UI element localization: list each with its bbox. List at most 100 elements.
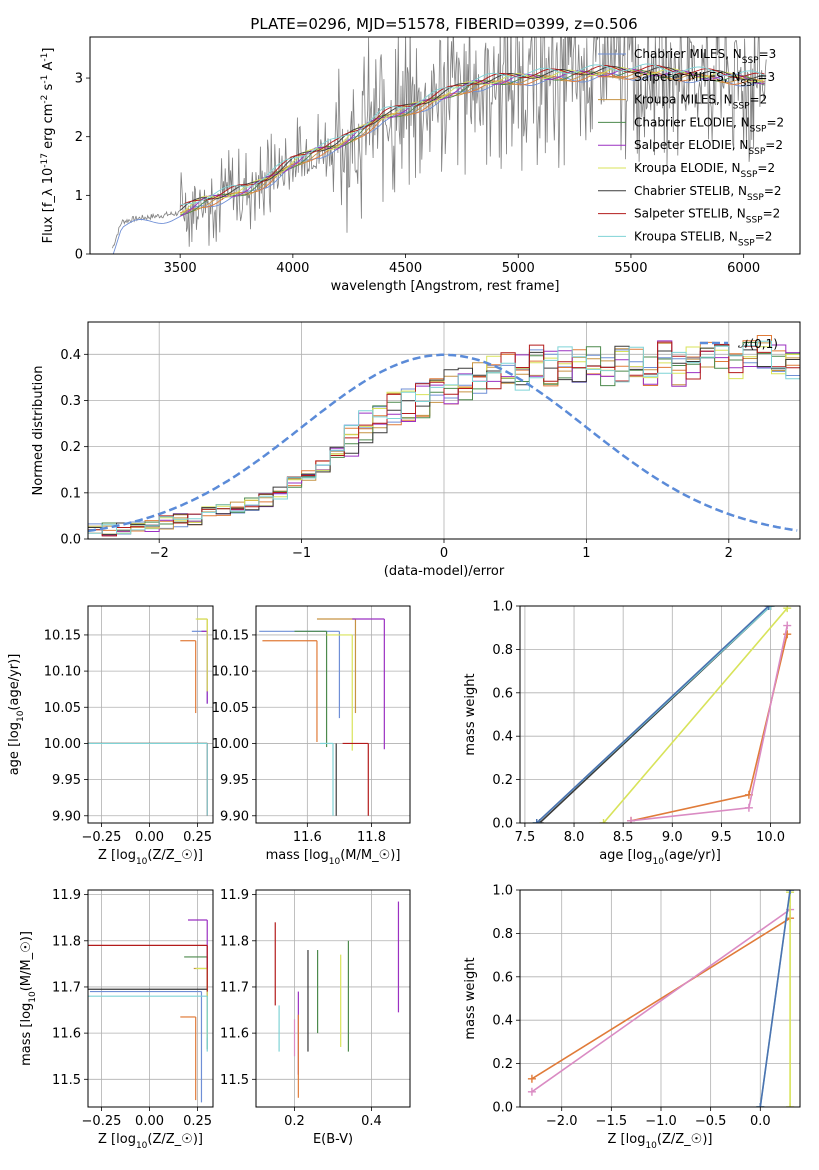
y-tick-label: 9.95 (52, 773, 81, 788)
x-tick-label: 3500 (164, 261, 197, 276)
x-tick-label: 0.25 (183, 1114, 212, 1129)
weight-marker (786, 1103, 795, 1107)
figure-title: PLATE=0296, MJD=51578, FIBERID=0399, z=0… (250, 15, 637, 33)
y-tick-label: 10.00 (44, 737, 81, 752)
y-tick-label: 0.6 (492, 970, 513, 985)
legend-entry: Kroupa ELODIE, NSSP=2 (634, 161, 775, 180)
model-spectrum-m_kroupa_stelib (180, 63, 765, 206)
model-spectrum-m_chabrier_miles (112, 72, 765, 254)
y-tick-label: 0.2 (492, 1057, 513, 1072)
y-tick-label: 0.8 (492, 927, 513, 942)
plot-area (259, 618, 385, 816)
legend-entry: 𝒩(0,1) (738, 337, 778, 351)
y-tick-label: 2 (75, 130, 83, 145)
y-axis-label: mass weight (463, 957, 478, 1039)
x-tick-label: 0.00 (135, 830, 164, 845)
y-tick-label: 3 (75, 72, 83, 87)
axes-massweight_vs_Z: −2.0 −1.5 −1.0 −0.5 0.0 0.0 0.2 0.4 0.6 0.8 1.0 Z [… (463, 884, 801, 1151)
y-tick-label: 10.10 (212, 665, 249, 680)
axes-massweight_vs_age: 7.5 8.0 8.5 9.0 9.5 10.0 0.0 0.2 0.4 0.6 0.8 1.0 age… (463, 600, 801, 867)
y-tick-label: 9.90 (220, 809, 249, 824)
y-tick-label: 11.5 (52, 1073, 81, 1088)
x-axis-label: Z [log10(Z/Z_☉)] (98, 848, 203, 867)
y-tick-label: 0.3 (60, 394, 81, 409)
y-tick-label: 11.6 (52, 1027, 81, 1042)
y-tick-label: 0.4 (492, 730, 513, 745)
axis-frame (255, 889, 411, 1108)
gaussian-curve (88, 353, 798, 533)
y-tick-label: 0.4 (492, 1014, 513, 1029)
legend-entry: Kroupa MILES, NSSP=2 (634, 93, 767, 112)
y-tick-label: 1.0 (492, 600, 513, 615)
axis-frame (87, 605, 214, 824)
y-axis-label: Normed distribution (31, 366, 46, 496)
weight-line-m_salpeter_miles (531, 917, 791, 1080)
plot-area (88, 335, 800, 537)
y-tick-label: 0.2 (60, 440, 81, 455)
y-tick-label: 10.00 (212, 737, 249, 752)
x-tick-label: −1.5 (596, 1114, 628, 1129)
plot-area (532, 606, 792, 823)
x-tick-label: −2 (150, 546, 169, 561)
histogram-m_salpeter_stelib (88, 341, 800, 537)
axes-mass_vs_Z: −0.25 0.00 0.25 11.5 11.6 11.7 11.8 11.9 Z [log1… (19, 888, 214, 1151)
weight-line-blue (536, 606, 770, 823)
weight-marker (599, 819, 608, 823)
x-tick-label: −0.25 (82, 1114, 122, 1129)
y-tick-label: 11.7 (52, 980, 81, 995)
y-tick-label: 10.10 (44, 665, 81, 680)
y-tick-label: 10.15 (44, 628, 81, 643)
axes-age_vs_Z: −0.25 0.00 0.25 9.90 9.95 10.00 10.05 10.10 10.1… (7, 605, 214, 867)
legend-entry: Kroupa STELIB, NSSP=2 (634, 229, 772, 248)
x-tick-label: 8.5 (613, 830, 634, 845)
y-tick-label: 0.8 (492, 643, 513, 658)
x-tick-label: 7.5 (515, 830, 536, 845)
x-tick-label: 1 (582, 546, 590, 561)
plot-area (527, 890, 795, 1107)
axes-spectrum: 3500 4000 4500 5000 5500 6000 0 1 2 3 wavelength [… (40, 36, 801, 294)
y-tick-label: 11.7 (220, 980, 249, 995)
axes-residuals: −2 −1 0 1 2 0.0 0.1 0.2 0.3 0.4 (data-model)/error… (31, 321, 801, 579)
weight-marker (527, 1074, 536, 1083)
weight-marker (627, 816, 636, 823)
x-tick-label: 0.0 (750, 1114, 771, 1129)
axis-frame (519, 605, 801, 824)
y-tick-label: 0.4 (60, 348, 81, 363)
weight-line-pink (630, 625, 788, 822)
x-tick-label: 2 (725, 546, 733, 561)
x-tick-label: 0.2 (284, 1114, 305, 1129)
weight-marker (764, 606, 773, 610)
y-tick-label: 9.90 (52, 809, 81, 824)
axis-frame (519, 889, 801, 1108)
x-axis-label: age [log10(age/yr)] (599, 848, 721, 867)
histogram-m_kroupa_stelib (88, 340, 800, 534)
x-tick-label: −2.0 (546, 1114, 578, 1129)
y-tick-label: 11.9 (220, 888, 249, 903)
y-tick-label: 0.2 (492, 773, 513, 788)
y-tick-label: 11.6 (220, 1027, 249, 1042)
x-axis-label: wavelength [Angstrom, rest frame] (331, 279, 560, 294)
y-tick-label: 0 (75, 248, 83, 263)
x-tick-label: −1 (292, 546, 311, 561)
x-tick-label: 4000 (276, 261, 309, 276)
x-tick-label: 10.0 (756, 830, 785, 845)
legend-entry: Salpeter ELODIE, NSSP=2 (634, 138, 783, 157)
plot-area (88, 618, 208, 816)
x-tick-label: 9.0 (662, 830, 683, 845)
y-tick-label: 1.0 (492, 884, 513, 899)
weight-marker (527, 1087, 536, 1096)
x-tick-label: 11.8 (357, 830, 386, 845)
x-tick-label: 0 (440, 546, 448, 561)
y-tick-label: 11.9 (52, 888, 81, 903)
weight-marker (786, 890, 795, 894)
y-tick-label: 1 (75, 189, 83, 204)
x-axis-label: mass [log10(M/M_☉)] (266, 848, 401, 867)
y-tick-label: 10.05 (212, 701, 249, 716)
y-tick-label: 10.05 (44, 701, 81, 716)
axes-age_vs_mass: 11.6 11.8 9.90 9.95 10.00 10.05 10.10 10.15 mass… (212, 605, 411, 867)
x-axis-label: Z [log10(Z/Z_☉)] (608, 1132, 713, 1151)
y-axis-label: age [log10(age/yr)] (7, 654, 26, 776)
x-tick-label: 8.0 (564, 830, 585, 845)
weight-line-m_kroupa_elodie (602, 607, 788, 823)
x-tick-label: −0.25 (82, 830, 122, 845)
